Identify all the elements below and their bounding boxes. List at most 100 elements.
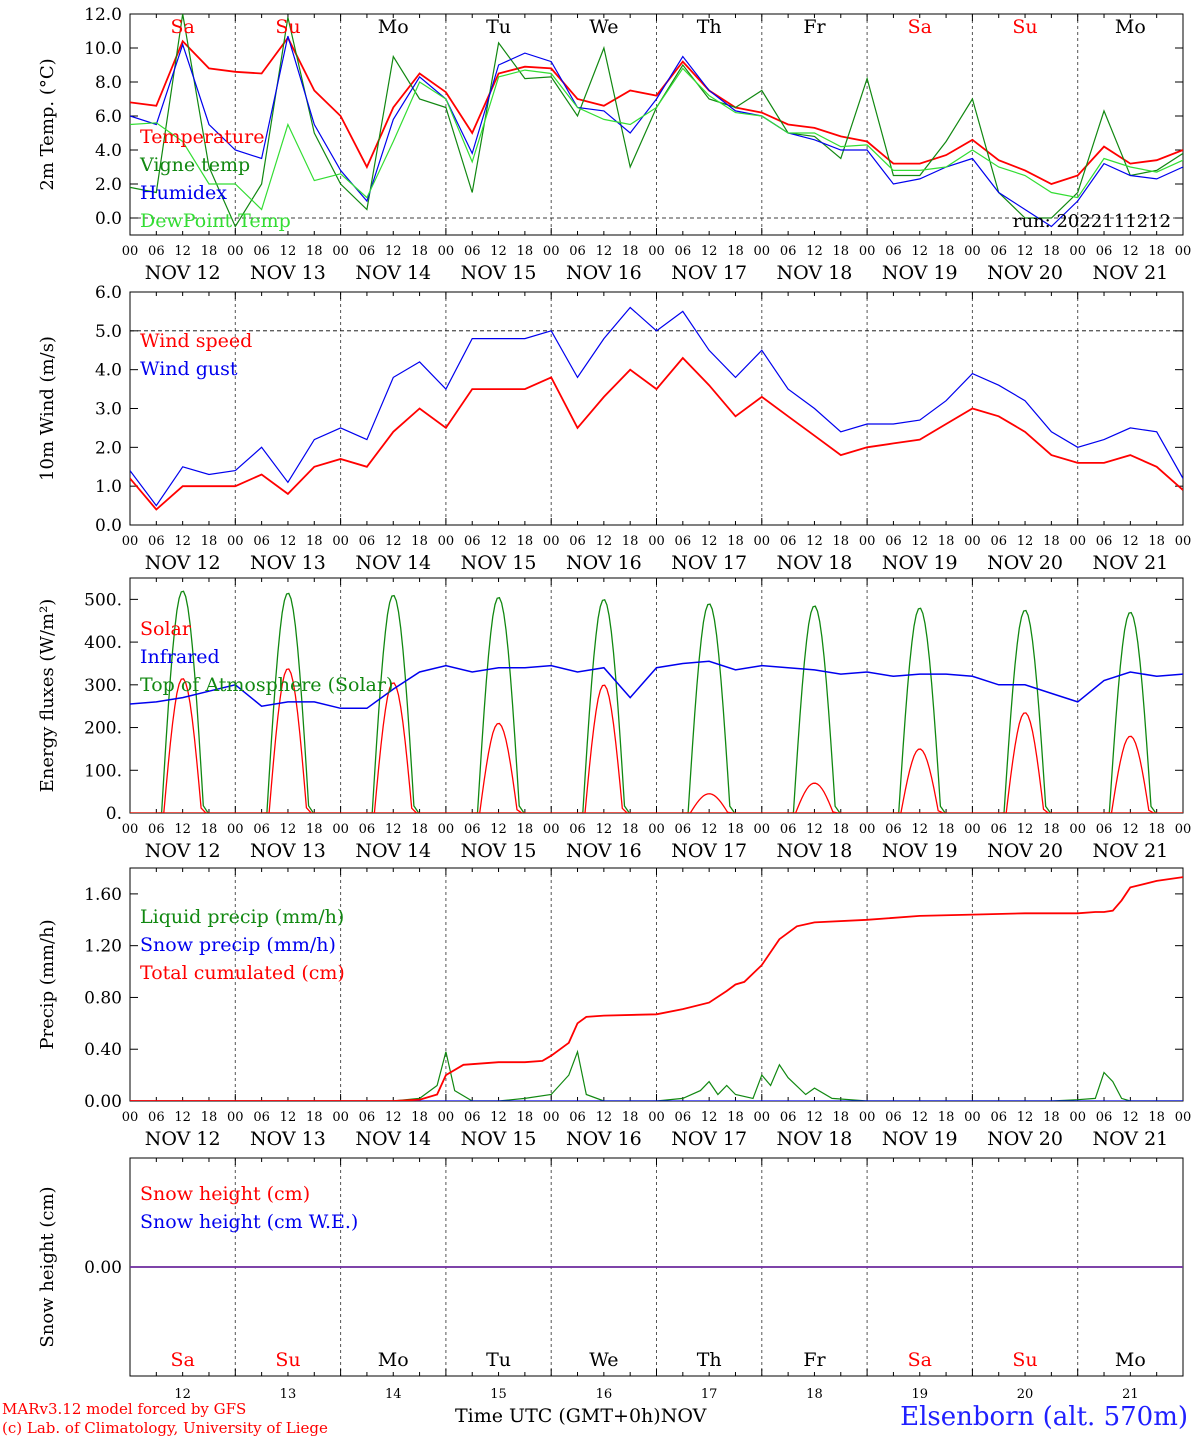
hour-label: 00 — [332, 534, 349, 549]
day-number: 15 — [490, 1387, 507, 1402]
y-tick-label: 12.0 — [84, 5, 122, 25]
run-annotation: run: 2022111212 — [1013, 211, 1171, 232]
date-label: NOV 19 — [882, 840, 958, 862]
date-label: NOV 12 — [145, 1128, 221, 1150]
hour-label: 12 — [911, 244, 928, 259]
legend-entry: Snow height (cm) — [140, 1183, 310, 1205]
y-axis-label: Precip (mm/h) — [37, 919, 58, 1049]
y-tick-label: 400. — [84, 633, 122, 653]
date-label: NOV 14 — [355, 1128, 431, 1150]
hour-label: 06 — [464, 244, 481, 259]
hour-label: 18 — [622, 1110, 639, 1125]
hour-label: 06 — [885, 534, 902, 549]
hour-label: 00 — [648, 244, 665, 259]
hour-label: 00 — [1175, 534, 1192, 549]
weekday-label: Su — [1012, 1349, 1037, 1371]
hour-label: 06 — [464, 1110, 481, 1125]
hour-label: 18 — [517, 244, 534, 259]
hour-label: 00 — [1175, 822, 1192, 837]
series-group — [130, 14, 1183, 228]
hour-label: 12 — [911, 534, 928, 549]
date-label: NOV 15 — [461, 1128, 537, 1150]
hour-label: 00 — [964, 1110, 981, 1125]
hour-label: 06 — [675, 534, 692, 549]
hour-label: 12 — [490, 534, 507, 549]
y-tick-label: 2.0 — [95, 438, 122, 458]
day-number: 14 — [385, 1387, 402, 1402]
hour-label: 12 — [385, 244, 402, 259]
hour-label: 18 — [622, 822, 639, 837]
hour-label: 18 — [938, 534, 955, 549]
hour-label: 00 — [438, 822, 455, 837]
hour-label: 12 — [701, 534, 718, 549]
hour-label: 18 — [833, 1110, 850, 1125]
date-label: NOV 19 — [882, 552, 958, 574]
hour-label: 06 — [253, 534, 270, 549]
date-label: NOV 18 — [777, 1128, 853, 1150]
weekday-label: Su — [275, 1349, 300, 1371]
hour-label: 06 — [780, 1110, 797, 1125]
date-label: NOV 12 — [145, 262, 221, 284]
hour-label: 18 — [727, 534, 744, 549]
hour-label: 06 — [359, 534, 376, 549]
weekday-label: Sa — [908, 16, 932, 38]
hour-label: 18 — [833, 534, 850, 549]
hour-label: 06 — [780, 244, 797, 259]
y-tick-label: 0.40 — [84, 1040, 122, 1060]
hour-label: 00 — [1069, 1110, 1086, 1125]
legend-entry: Snow height (cm W.E.) — [140, 1211, 358, 1233]
y-axis-label: Snow height (cm) — [37, 1186, 58, 1347]
hour-label: 12 — [174, 1110, 191, 1125]
date-label: NOV 14 — [355, 840, 431, 862]
hour-label: 00 — [227, 244, 244, 259]
day-number: 17 — [701, 1387, 718, 1402]
hour-label: 06 — [148, 534, 165, 549]
hour-label: 18 — [1148, 1110, 1165, 1125]
hour-label: 06 — [569, 822, 586, 837]
legend-entry: Top of Atmosphere (Solar) — [140, 674, 393, 696]
series-group — [130, 306, 1183, 511]
hour-label: 00 — [543, 822, 560, 837]
hour-label: 18 — [833, 822, 850, 837]
hour-label: 12 — [806, 244, 823, 259]
hour-label: 12 — [911, 1110, 928, 1125]
hour-label: 06 — [569, 1110, 586, 1125]
hour-label: 18 — [306, 244, 323, 259]
y-tick-label: 6.0 — [95, 283, 122, 303]
weekday-label: We — [589, 1349, 618, 1371]
date-label: NOV 21 — [1092, 552, 1168, 574]
hour-label: 18 — [727, 822, 744, 837]
model-credit: MARv3.12 model forced by GFS — [2, 1400, 247, 1418]
date-label: NOV 21 — [1092, 840, 1168, 862]
legend-entry: Solar — [140, 618, 192, 640]
hour-label: 18 — [306, 534, 323, 549]
hour-label: 12 — [596, 1110, 613, 1125]
hour-label: 06 — [359, 822, 376, 837]
hour-label: 00 — [332, 822, 349, 837]
weekday-label: Mo — [1115, 1349, 1146, 1371]
hour-label: 00 — [1175, 1110, 1192, 1125]
hour-label: 00 — [332, 1110, 349, 1125]
y-tick-label: 200. — [84, 719, 122, 739]
hour-label: 18 — [201, 244, 218, 259]
hour-label: 06 — [675, 822, 692, 837]
hour-label: 00 — [122, 1110, 139, 1125]
hour-label: 12 — [280, 1110, 297, 1125]
y-tick-label: 0. — [106, 804, 122, 824]
weekday-label: Su — [1012, 16, 1037, 38]
date-label: NOV 15 — [461, 552, 537, 574]
weekday-label: Fr — [803, 16, 826, 38]
hour-label: 06 — [885, 1110, 902, 1125]
weekday-label: Tu — [486, 1349, 511, 1371]
hour-label: 12 — [1122, 1110, 1139, 1125]
hour-label: 00 — [122, 822, 139, 837]
hour-label: 06 — [990, 534, 1007, 549]
y-tick-label: 0.00 — [84, 1092, 122, 1112]
hour-label: 12 — [806, 822, 823, 837]
hour-label: 00 — [648, 534, 665, 549]
hour-label: 00 — [543, 1110, 560, 1125]
solar-line — [159, 668, 1154, 813]
y-tick-label: 0.00 — [84, 1258, 122, 1278]
series-line-0 — [130, 356, 1183, 511]
